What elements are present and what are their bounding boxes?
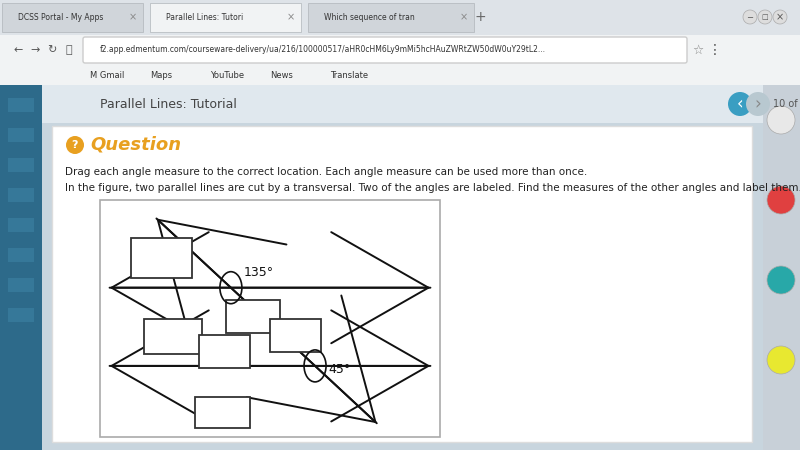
Text: ›: ›	[754, 95, 762, 113]
Circle shape	[758, 10, 772, 24]
Text: →: →	[30, 45, 40, 55]
Bar	[270, 319, 321, 352]
Text: Drag each angle measure to the correct location. Each angle measure can be used : Drag each angle measure to the correct l…	[65, 167, 587, 177]
Bar	[8, 128, 34, 142]
Bar	[226, 300, 280, 333]
Text: ×: ×	[776, 12, 784, 22]
Text: Parallel Lines: Tutorial: Parallel Lines: Tutorial	[100, 98, 237, 111]
Text: ↻: ↻	[47, 45, 57, 55]
Circle shape	[743, 10, 757, 24]
Text: ─: ─	[747, 13, 753, 22]
Text: ☆: ☆	[692, 44, 704, 57]
Bar	[8, 248, 34, 262]
Text: Translate: Translate	[330, 71, 368, 80]
Text: DCSS Portal - My Apps: DCSS Portal - My Apps	[18, 13, 103, 22]
Bar	[8, 218, 34, 232]
Text: ×: ×	[460, 12, 468, 22]
Bar	[8, 158, 34, 172]
Bar	[144, 319, 202, 354]
Bar	[52, 126, 752, 442]
Text: M Gmail: M Gmail	[90, 71, 124, 80]
Bar	[42, 85, 763, 450]
Circle shape	[767, 266, 795, 294]
Text: 🏠: 🏠	[66, 45, 72, 55]
Bar	[8, 188, 34, 202]
Bar	[763, 85, 800, 450]
Bar	[0, 35, 800, 65]
Text: Question: Question	[90, 136, 181, 154]
Text: 10 of 18: 10 of 18	[773, 99, 800, 109]
Circle shape	[746, 92, 770, 116]
Bar	[195, 397, 250, 427]
Circle shape	[773, 10, 787, 24]
Circle shape	[767, 106, 795, 134]
Bar	[0, 85, 42, 450]
Bar	[308, 3, 474, 32]
Bar	[198, 335, 250, 368]
Text: Parallel Lines: Tutori: Parallel Lines: Tutori	[166, 13, 243, 22]
Text: News: News	[270, 71, 293, 80]
Bar	[8, 278, 34, 292]
FancyBboxPatch shape	[83, 37, 687, 63]
Bar	[42, 85, 763, 123]
Bar	[0, 65, 800, 85]
Text: Maps: Maps	[150, 71, 172, 80]
Circle shape	[767, 346, 795, 374]
Text: Which sequence of tran: Which sequence of tran	[324, 13, 414, 22]
Text: ←: ←	[14, 45, 22, 55]
Bar	[8, 308, 34, 322]
Text: ⋮: ⋮	[708, 43, 722, 57]
Text: +: +	[474, 10, 486, 24]
Bar	[100, 200, 440, 437]
Text: ?: ?	[72, 140, 78, 150]
Bar	[0, 0, 800, 35]
Circle shape	[66, 136, 84, 154]
Text: 45°: 45°	[328, 364, 350, 376]
Bar	[150, 3, 301, 32]
Text: f2.app.edmentum.com/courseware-delivery/ua/216/100000517/aHR0cHM6Ly9mMi5hcHAuZWR: f2.app.edmentum.com/courseware-delivery/…	[100, 45, 546, 54]
Text: ×: ×	[129, 12, 137, 22]
Text: ‹: ‹	[737, 95, 743, 113]
Circle shape	[728, 92, 752, 116]
Bar	[8, 98, 34, 112]
Bar	[2, 3, 143, 32]
Text: □: □	[762, 14, 768, 20]
Text: YouTube: YouTube	[210, 71, 244, 80]
Text: In the figure, two parallel lines are cut by a transversal. Two of the angles ar: In the figure, two parallel lines are cu…	[65, 183, 800, 193]
Text: ×: ×	[287, 12, 295, 22]
Bar	[130, 238, 192, 278]
Text: 135°: 135°	[244, 266, 274, 279]
Circle shape	[767, 186, 795, 214]
